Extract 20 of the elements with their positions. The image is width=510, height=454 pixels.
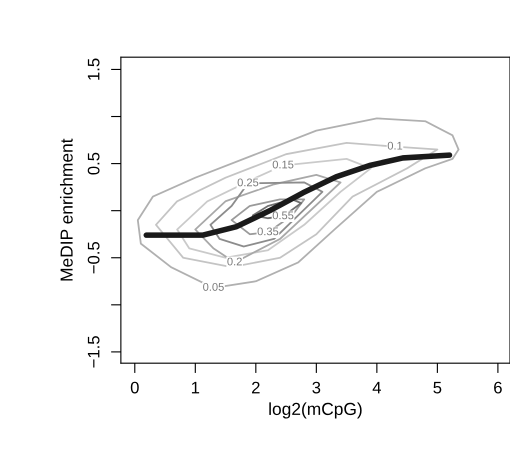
x-tick-label: 5 xyxy=(433,382,442,394)
y-tick-label: −0.5 xyxy=(88,242,100,274)
x-tick-label: 2 xyxy=(252,382,260,394)
x-tick-label: 6 xyxy=(494,382,502,394)
annotation: 0.35 xyxy=(258,227,278,236)
annotation: 0.05 xyxy=(203,282,224,291)
x-tick-label: 3 xyxy=(312,382,320,394)
x-axis-title: log2(mCpG) xyxy=(269,402,362,419)
y-tick-label: 1.5 xyxy=(88,58,100,80)
x-tick-label: 4 xyxy=(372,382,382,394)
y-tick-label: −1.5 xyxy=(88,336,100,368)
annotation: 0.55 xyxy=(272,211,294,220)
annotation: 0.1 xyxy=(388,142,402,150)
x-tick-label: 1 xyxy=(192,382,200,394)
annotation: 0.2 xyxy=(227,258,242,266)
annotation: 0.15 xyxy=(272,160,294,168)
y-tick-label: 0.5 xyxy=(88,152,100,175)
annotation: 0.25 xyxy=(238,178,258,186)
x-tick-label: 0 xyxy=(130,382,139,394)
y-axis-title: MeDIP enrichment xyxy=(60,138,73,281)
